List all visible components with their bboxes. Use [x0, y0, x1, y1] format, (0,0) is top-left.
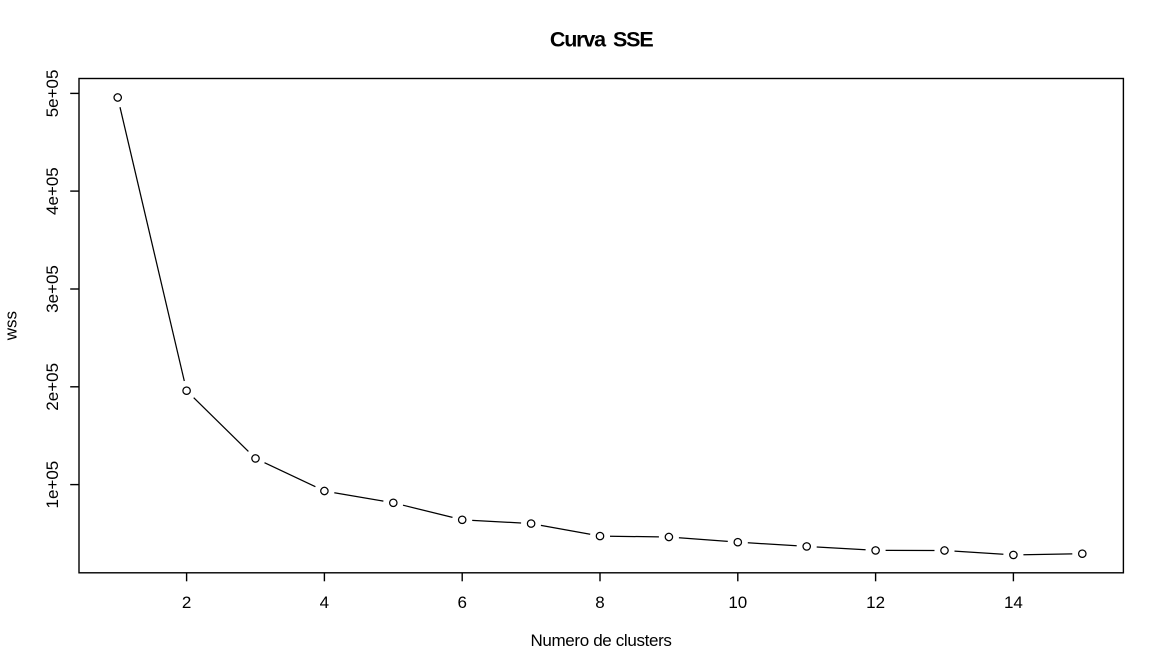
svg-text:1e+05: 1e+05 — [43, 461, 62, 509]
svg-text:6: 6 — [457, 593, 466, 612]
svg-text:2e+05: 2e+05 — [43, 363, 62, 411]
svg-text:Curva SSE: Curva SSE — [550, 28, 653, 52]
svg-text:5e+05: 5e+05 — [43, 70, 62, 118]
svg-text:8: 8 — [595, 593, 604, 612]
svg-text:4e+05: 4e+05 — [43, 167, 62, 215]
svg-text:14: 14 — [1004, 593, 1023, 612]
svg-text:12: 12 — [866, 593, 885, 612]
svg-text:4: 4 — [320, 593, 329, 612]
svg-text:wss: wss — [2, 311, 21, 341]
svg-text:2: 2 — [182, 593, 191, 612]
svg-text:3e+05: 3e+05 — [43, 265, 62, 313]
svg-text:10: 10 — [728, 593, 747, 612]
svg-text:Numero de clusters: Numero de clusters — [530, 631, 671, 650]
